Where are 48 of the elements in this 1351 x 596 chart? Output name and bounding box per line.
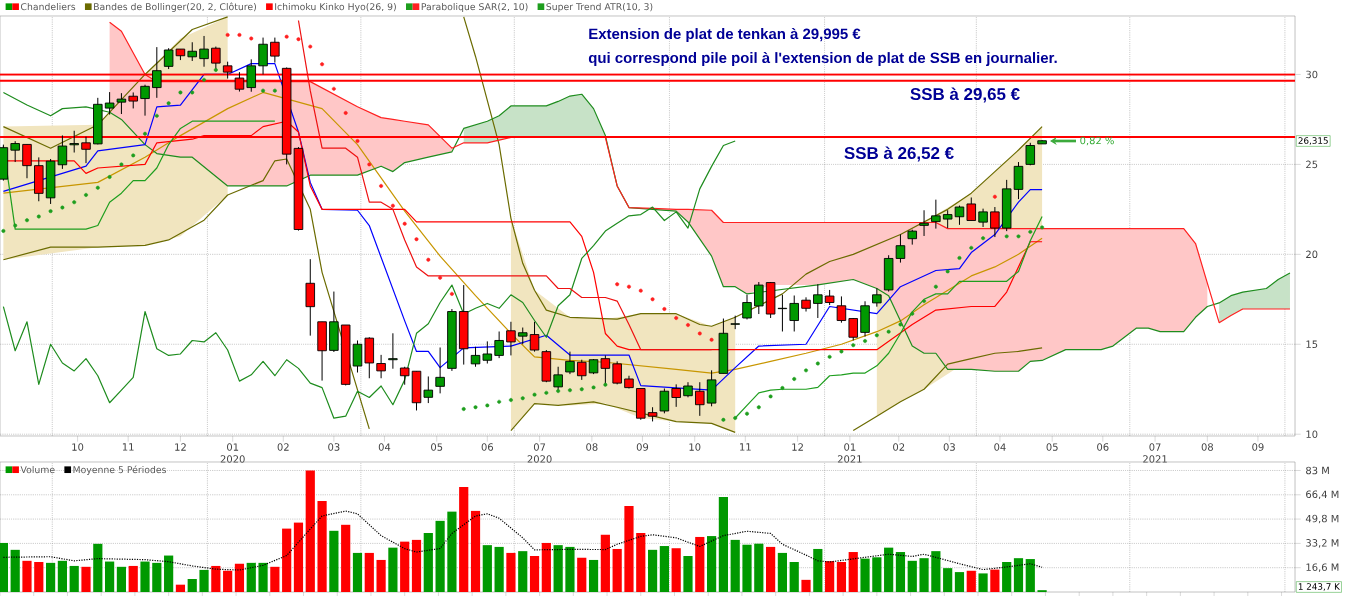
x-tick-label: 07 2020 [527, 443, 552, 463]
x-tick-label: 08 [586, 443, 598, 451]
x-tick-label: 06 [1097, 443, 1109, 451]
y-tick-label: 33,2 M [1306, 539, 1339, 548]
y-tick-label: 83 M [1306, 466, 1329, 475]
y-tick-label: 66,4 M [1306, 490, 1339, 500]
annotation: Extension de plat de tenkan à 29,995 € [589, 27, 861, 43]
legend-label: Ichimoku Kinko Hyo(26, 9) [275, 2, 396, 12]
y-tick-label: 16,6 M [1306, 563, 1339, 572]
x-tick-label: 07 2021 [1143, 443, 1167, 463]
x-tick-label: 04 [994, 443, 1006, 451]
x-tick-label: 02 [277, 443, 289, 451]
legend-label: Volume [20, 465, 55, 474]
y-tick-label: 30 [1306, 70, 1318, 79]
x-tick-label: 01 2021 [837, 443, 862, 463]
legend-label: Bandes de Bollinger(20, 2, Clôture) [94, 2, 256, 12]
annotation: SSB à 26,52 € [844, 146, 954, 162]
annotation: qui correspond pile poil à l'extension de plat de SSB en journalier. [588, 51, 1057, 67]
x-tick-label: 06 [481, 443, 494, 451]
legend-label: Parabolique SAR(2, 10) [421, 2, 528, 12]
x-tick-label: 01 2020 [220, 443, 245, 463]
y-tick-label: 25 [1306, 160, 1318, 169]
x-tick-label: 03 [943, 443, 955, 451]
x-tick-label: 02 [893, 443, 905, 451]
x-tick-label: 12 [175, 443, 186, 451]
x-tick-label: 08 [1201, 443, 1213, 451]
x-tick-label: 09 [1252, 443, 1264, 451]
x-tick-label: 04 [378, 443, 391, 451]
x-tick-label: 10 [689, 443, 701, 451]
legend-label: Chandeliers [21, 2, 76, 11]
annotation: SSB à 29,65 € [910, 87, 1020, 103]
x-tick-label: 11 [122, 443, 134, 451]
y-tick-label: 15 [1306, 340, 1318, 348]
x-tick-label: 10 [72, 443, 84, 451]
x-tick-label: 05 [431, 443, 443, 451]
legend-label: Super Trend ATR(10, 3) [546, 2, 653, 12]
x-tick-label: 11 [740, 443, 751, 451]
text: 1 243,7 K [1298, 583, 1341, 591]
y-tick-label: 10 [1306, 430, 1318, 438]
x-tick-label: 03 [328, 443, 340, 451]
x-tick-label: 05 [1046, 443, 1058, 451]
y-tick-label: 49,8 M [1305, 514, 1339, 524]
x-tick-label: 09 [636, 443, 649, 451]
legend-label: Moyenne 5 Périodes [73, 465, 166, 475]
y-tick-label: 20 [1306, 250, 1318, 259]
annotation: 0,82 % [1080, 136, 1114, 146]
text: 26,315 [1298, 137, 1328, 145]
x-tick-label: 12 [792, 443, 803, 451]
